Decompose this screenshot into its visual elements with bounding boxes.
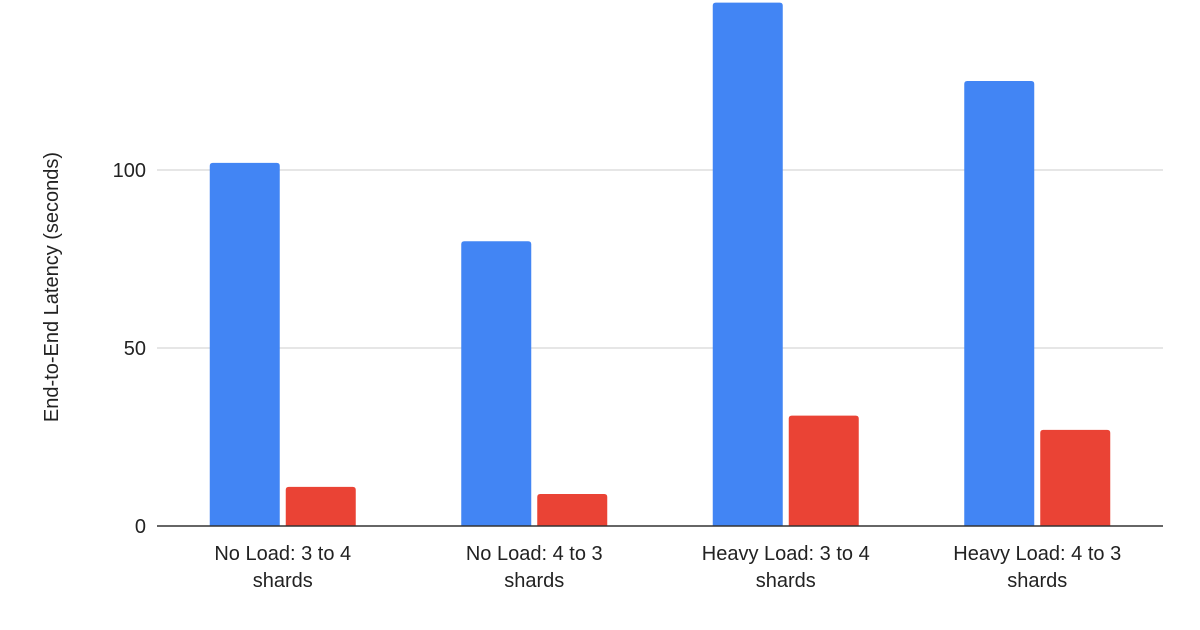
y-tick-label: 50 (124, 338, 146, 360)
bar-series2-cat4 (1040, 429, 1111, 526)
x-tick-label: No Load: 4 to 3 shards (466, 543, 603, 592)
bar-series2-cat3 (788, 415, 859, 526)
x-tick-label-line: shards (756, 570, 816, 592)
y-axis-title: End-to-End Latency (seconds) (41, 152, 63, 422)
y-tick-labels: 0 50 100 150 (113, 0, 146, 538)
bar-series1-cat2 (461, 241, 532, 526)
x-tick-label: Heavy Load: 4 to 3 shards (953, 543, 1121, 592)
bar-series1-cat4 (964, 81, 1035, 526)
bar-series1-cat3 (712, 2, 783, 527)
x-tick-label-line: Heavy Load: 4 to 3 (953, 543, 1121, 565)
bars (209, 2, 1111, 527)
x-tick-label-line: shards (1007, 570, 1067, 592)
x-tick-label-line: shards (253, 570, 313, 592)
y-tick-label: 100 (113, 160, 146, 182)
bar-series2-cat2 (537, 493, 608, 526)
bar-series2-cat1 (285, 486, 356, 526)
x-tick-labels: No Load: 3 to 4 shards No Load: 4 to 3 shar… (214, 543, 1121, 592)
x-tick-label: No Load: 3 to 4 shards (214, 543, 351, 592)
x-tick-label-line: shards (504, 570, 564, 592)
y-tick-label: 0 (135, 516, 146, 538)
bar-series1-cat1 (209, 162, 280, 526)
x-tick-label-line: No Load: 3 to 4 (214, 543, 351, 565)
x-tick-label-line: No Load: 4 to 3 (466, 543, 603, 565)
x-tick-label: Heavy Load: 3 to 4 shards (702, 543, 870, 592)
x-tick-label-line: Heavy Load: 3 to 4 (702, 543, 870, 565)
y-tick-label: 150 (113, 0, 146, 4)
